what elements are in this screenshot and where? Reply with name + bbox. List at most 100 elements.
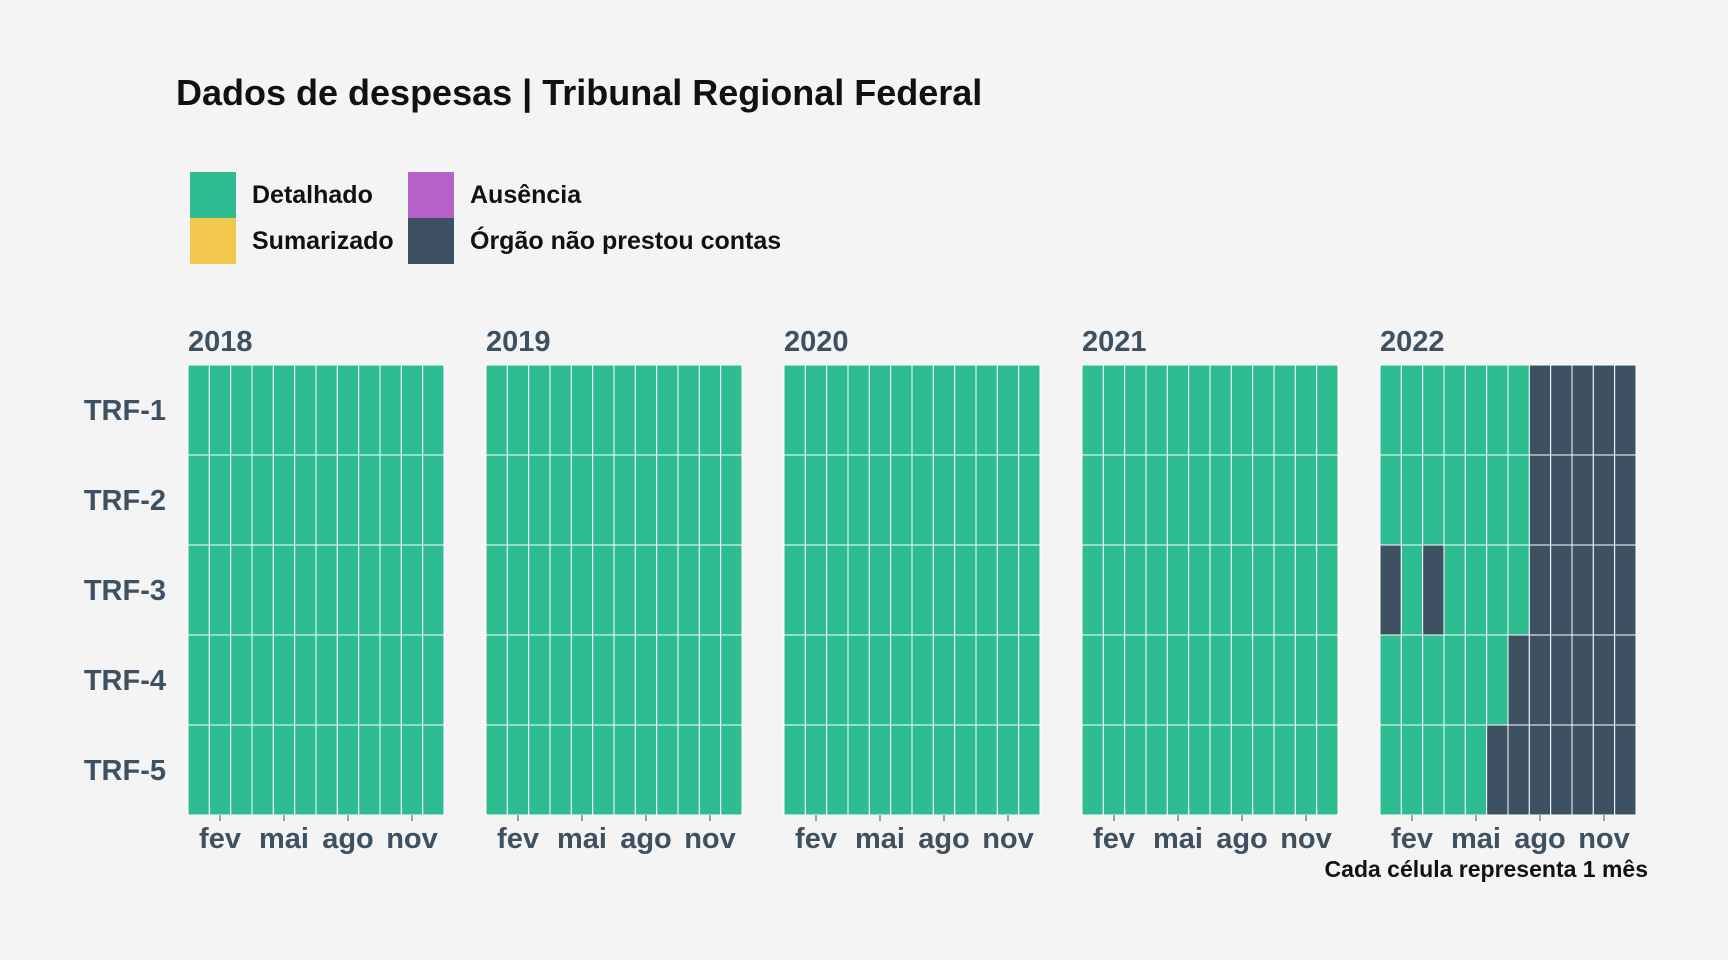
- heatmap-cell: [954, 634, 977, 726]
- heatmap-cell: [336, 364, 360, 456]
- heatmap-cell: [1507, 724, 1530, 816]
- legend-item-sumarizado: Sumarizado: [190, 218, 394, 264]
- heatmap-cell: [1550, 634, 1573, 726]
- heatmap-cell: [911, 364, 934, 456]
- heatmap-cell: [208, 634, 232, 726]
- heatmap-cell: [1614, 544, 1637, 636]
- heatmap-cell: [720, 634, 743, 726]
- x-tick-label-ago: ago: [620, 823, 672, 855]
- heatmap-cell: [1486, 634, 1509, 726]
- heatmap-cell: [570, 364, 594, 456]
- heatmap-cell: [847, 364, 870, 456]
- heatmap-cell: [613, 454, 636, 546]
- heatmap-cell: [1422, 634, 1445, 726]
- heatmap-cell: [826, 454, 849, 546]
- heatmap-cell: [847, 454, 870, 546]
- heatmap-cell: [868, 454, 892, 546]
- heatmap-cell: [358, 364, 381, 456]
- heatmap-cell: [1018, 634, 1041, 726]
- heatmap-cell: [656, 544, 679, 636]
- facet-label-2019: 2019: [486, 326, 551, 358]
- heatmap-cell: [677, 454, 700, 546]
- heatmap-cell: [230, 544, 253, 636]
- heatmap-cell: [1294, 454, 1318, 546]
- heatmap-cell: [1166, 454, 1190, 546]
- heatmap-cell: [208, 724, 232, 816]
- heatmap-cell: [634, 364, 658, 456]
- heatmap-cell: [954, 364, 977, 456]
- heatmap-cell: [932, 544, 956, 636]
- x-tick-label-fev: fev: [199, 823, 241, 855]
- heatmap-cell: [422, 724, 445, 816]
- heatmap-cell: [570, 724, 594, 816]
- heatmap-cell: [187, 364, 210, 456]
- heatmap-cell: [528, 724, 551, 816]
- heatmap-cell: [868, 364, 892, 456]
- heatmap-cell: [847, 724, 870, 816]
- heatmap-cell: [315, 634, 338, 726]
- heatmap-cell: [890, 544, 913, 636]
- heatmap-cell: [1379, 364, 1402, 456]
- heatmap-cell: [720, 724, 743, 816]
- heatmap-cell: [1102, 544, 1126, 636]
- heatmap-cell: [230, 364, 253, 456]
- heatmap-cell: [1592, 634, 1616, 726]
- heatmap-cell: [1464, 724, 1488, 816]
- heatmap-cell: [570, 454, 594, 546]
- heatmap-cell: [1209, 454, 1232, 546]
- heatmap-cell: [613, 634, 636, 726]
- heatmap-cell: [1166, 364, 1190, 456]
- heatmap-cell: [1528, 454, 1552, 546]
- heatmap-cell: [1422, 454, 1445, 546]
- heatmap-cell: [1443, 454, 1466, 546]
- heatmap-cell: [1273, 544, 1296, 636]
- heatmap-cell: [804, 634, 828, 726]
- heatmap-cell: [1592, 364, 1616, 456]
- heatmap-cell: [1081, 454, 1104, 546]
- heatmap-cell: [1528, 544, 1552, 636]
- heatmap-cell: [1230, 634, 1254, 726]
- x-tick-label-ago: ago: [1514, 823, 1566, 855]
- heatmap-cell: [1400, 454, 1424, 546]
- heatmap-cell: [506, 454, 530, 546]
- legend-label-detalhado: Detalhado: [252, 180, 373, 209]
- heatmap-cell: [847, 544, 870, 636]
- heatmap-cell: [1486, 724, 1509, 816]
- heatmap-cell: [315, 724, 338, 816]
- heatmap-cell: [613, 544, 636, 636]
- facet-label-2022: 2022: [1380, 326, 1445, 358]
- heatmap-cell: [1443, 544, 1466, 636]
- heatmap-cell: [230, 634, 253, 726]
- heatmap-cell: [1422, 544, 1445, 636]
- heatmap-cell: [1316, 454, 1339, 546]
- heatmap-cell: [1400, 544, 1424, 636]
- heatmap-cell: [1571, 724, 1594, 816]
- heatmap-cell: [208, 544, 232, 636]
- heatmap-cell: [1081, 544, 1104, 636]
- heatmap-cell: [1102, 634, 1126, 726]
- heatmap-cell: [1464, 364, 1488, 456]
- heatmap-cell: [1507, 364, 1530, 456]
- heatmap-cell: [1252, 364, 1275, 456]
- heatmap-cell: [1400, 634, 1424, 726]
- heatmap-cell: [592, 634, 615, 726]
- facet-label-2021: 2021: [1082, 326, 1147, 358]
- heatmap-cell: [954, 544, 977, 636]
- heatmap-cell: [1230, 724, 1254, 816]
- facet-label-2018: 2018: [188, 326, 253, 358]
- heatmap-cell: [634, 724, 658, 816]
- heatmap-cell: [996, 364, 1020, 456]
- heatmap-cell: [677, 724, 700, 816]
- heatmap-cell: [336, 454, 360, 546]
- heatmap-cell: [911, 634, 934, 726]
- chart-title: Dados de despesas | Tribunal Regional Fe…: [176, 72, 983, 113]
- heatmap-cell: [826, 634, 849, 726]
- heatmap-cell: [1614, 724, 1637, 816]
- heatmap-cell: [1379, 634, 1402, 726]
- heatmap-cell: [1571, 454, 1594, 546]
- heatmap-cell: [1018, 454, 1041, 546]
- heatmap-cell: [1124, 454, 1147, 546]
- heatmap-cell: [485, 634, 508, 726]
- x-tick-label-nov: nov: [684, 823, 736, 855]
- heatmap-cell: [1443, 634, 1466, 726]
